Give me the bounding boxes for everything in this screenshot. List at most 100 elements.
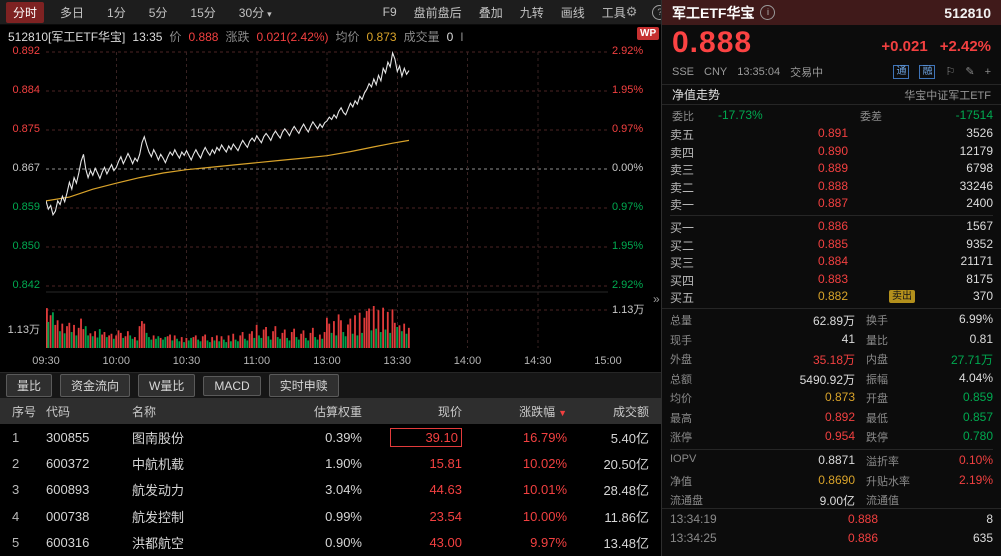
period-tab-2[interactable]: 1分 xyxy=(107,5,126,20)
col-header-3[interactable]: 估算权重 xyxy=(313,404,362,419)
bid-row-5[interactable]: 买五 0.882 卖出 370 xyxy=(670,289,993,305)
panel-expand-icon[interactable]: » xyxy=(653,292,660,306)
weibi-row: 委比 -17.73% 委差 -17514 xyxy=(672,108,993,124)
period-tab-4[interactable]: 15分 xyxy=(190,5,216,20)
chart-info-token: 涨跌 xyxy=(225,30,250,44)
period-tab-3[interactable]: 5分 xyxy=(148,5,168,20)
period-tab-5[interactable]: 30分 ▾ xyxy=(238,5,272,20)
tool-button-1[interactable]: 盘前盘后 xyxy=(413,5,462,20)
percent-axis-label: 0.97% xyxy=(612,201,644,213)
nav-trend-link[interactable]: 净值走势 xyxy=(672,88,721,102)
price-axis-label: 0.875 xyxy=(12,123,40,135)
chevron-down-icon: ▾ xyxy=(267,8,272,19)
stat-value: 35.18万 xyxy=(812,353,855,367)
percent-axis-label: 2.92% xyxy=(612,279,644,291)
alert-flag-icon[interactable]: ⚐ xyxy=(945,66,956,78)
divider xyxy=(662,508,1001,509)
stat-value: 0.81 xyxy=(969,331,993,346)
ask-row-2[interactable]: 卖二 0.888 33246 xyxy=(670,178,993,195)
ask-row-1[interactable]: 卖一 0.887 2400 xyxy=(670,196,993,212)
bottom-tab-0[interactable]: 量比 xyxy=(6,374,53,397)
price-axis-label: 0.842 xyxy=(12,279,40,291)
add-watchlist-icon[interactable]: + xyxy=(984,65,991,78)
ask-row-5[interactable]: 卖五 0.891 3526 xyxy=(670,126,993,142)
time-axis-label: 10:00 xyxy=(102,355,131,367)
stat-value: 0.10% xyxy=(958,453,993,467)
stat-label: 升贴水率 xyxy=(866,475,910,488)
col-header-6[interactable]: 成交额 xyxy=(612,404,649,419)
stat-label: 流通盘 xyxy=(670,495,703,507)
constituent-row[interactable]: 5 600316 洪都航空 0.90% 43.00 9.97% 13.48亿 xyxy=(12,535,649,552)
chart-info-token: 13:35 xyxy=(132,30,163,44)
change-value: +0.021 xyxy=(881,38,928,55)
stat-value: 2.19% xyxy=(958,472,993,487)
weibi-value: -17.73% xyxy=(718,108,763,122)
period-tab-1[interactable]: 多日 xyxy=(60,5,85,20)
tool-button-5[interactable]: 工具 xyxy=(601,5,626,20)
table-body: 1 300855 图南股份 0.39% 39.10 16.79% 5.40亿 2 600372 中… xyxy=(0,424,661,556)
stat-value: 0.954 xyxy=(824,429,855,443)
price-change: +0.021 +2.42% xyxy=(881,38,991,55)
stat-label: 跌停 xyxy=(866,432,888,444)
stat-value: 0.8871 xyxy=(818,453,855,467)
tool-button-0[interactable]: F9 xyxy=(382,5,397,19)
tool-button-4[interactable]: 画线 xyxy=(560,5,585,20)
bottom-tab-1[interactable]: 资金流向 xyxy=(60,374,131,397)
stat-label: 溢折率 xyxy=(866,456,899,468)
constituent-row[interactable]: 4 000738 航发控制 0.99% 23.54 10.00% 11.86亿 xyxy=(12,508,649,525)
stat-label: 流通值 xyxy=(866,495,899,507)
col-header-5[interactable]: 涨跌幅 ▼ xyxy=(519,404,567,419)
stat-label: 振幅 xyxy=(866,373,888,386)
col-header-0[interactable]: 序号 xyxy=(12,404,37,419)
price-axis-label: 0.859 xyxy=(12,201,40,213)
stat-value: 27.71万 xyxy=(950,353,993,367)
chart-info-token: 均价 xyxy=(335,30,360,44)
draw-pencil-icon[interactable]: ✎ xyxy=(965,66,975,78)
col-header-1[interactable]: 代码 xyxy=(46,404,71,419)
nav-row: 净值走势 华宝中证军工ETF xyxy=(662,84,1001,105)
ask-row-4[interactable]: 卖四 0.890 12179 xyxy=(670,143,993,160)
margin-badge: 融 xyxy=(919,64,936,79)
col-header-2[interactable]: 名称 xyxy=(132,404,157,419)
bid-row-4[interactable]: 买四 0.883 8175 xyxy=(670,271,993,288)
volume-axis-label: 1.13万 xyxy=(7,324,40,336)
price-axis: 0.892 0.884 0.875 0.867 0.859 0.850 0.842 1.13万 xyxy=(0,25,42,372)
constituent-row[interactable]: 2 600372 中航机载 1.90% 15.81 10.02% 20.50亿 xyxy=(12,456,649,473)
time-axis-label: 13:00 xyxy=(313,355,341,367)
info-icon[interactable]: i xyxy=(760,5,776,20)
price-axis-label: 0.892 xyxy=(12,45,40,57)
volume-axis-label: 1.13万 xyxy=(612,304,645,316)
period-tab-0[interactable]: 分时 xyxy=(6,1,45,23)
price-axis-label: 0.850 xyxy=(12,240,40,252)
stat-value: 41 xyxy=(841,331,855,346)
stat-value: 62.89万 xyxy=(812,314,855,328)
price-axis-label: 0.867 xyxy=(12,162,40,174)
intraday-chart[interactable] xyxy=(46,48,608,352)
bid-row-2[interactable]: 买二 0.885 9352 xyxy=(670,236,993,253)
fund-full-name: 华宝中证军工ETF xyxy=(904,89,991,102)
stat-label: 最低 xyxy=(866,412,888,425)
bid-row-3[interactable]: 买三 0.884 21171 xyxy=(670,254,993,270)
settings-gear-icon[interactable]: ⚙ xyxy=(625,4,638,19)
stat-label: 最高 xyxy=(670,412,692,425)
bottom-tab-4[interactable]: 实时申赎 xyxy=(268,374,339,397)
bottom-tab-2[interactable]: W量比 xyxy=(138,374,196,397)
bid-row-1[interactable]: 买一 0.886 1567 xyxy=(670,219,993,235)
chart-info-token: 0 xyxy=(446,30,454,44)
tick-row: 13:34:25 0.886 635 xyxy=(670,531,993,545)
hgt-badge: 通 xyxy=(893,64,910,79)
time-axis: 09:30 10:00 10:30 11:00 13:00 13:30 14:00 14:30… xyxy=(0,355,661,369)
tool-button-2[interactable]: 叠加 xyxy=(478,5,503,20)
time-axis-label: 14:30 xyxy=(523,355,552,367)
tool-button-3[interactable]: 九转 xyxy=(519,5,544,20)
ask-row-3[interactable]: 卖三 0.889 6798 xyxy=(670,161,993,177)
bottom-tab-3[interactable]: MACD xyxy=(203,375,261,396)
col-header-4[interactable]: 现价 xyxy=(437,404,462,419)
quote-panel: 军工ETF华宝 i 512810 0.888 +0.021 +2.42% SSE… xyxy=(661,0,1001,556)
constituent-row[interactable]: 1 300855 图南股份 0.39% 39.10 16.79% 5.40亿 xyxy=(12,427,649,447)
stat-value: 6.99% xyxy=(958,312,993,326)
price-axis-label: 0.884 xyxy=(12,84,40,96)
constituent-row[interactable]: 3 600893 航发动力 3.04% 44.63 10.01% 28.48亿 xyxy=(12,482,649,499)
stat-label: IOPV xyxy=(670,453,697,465)
